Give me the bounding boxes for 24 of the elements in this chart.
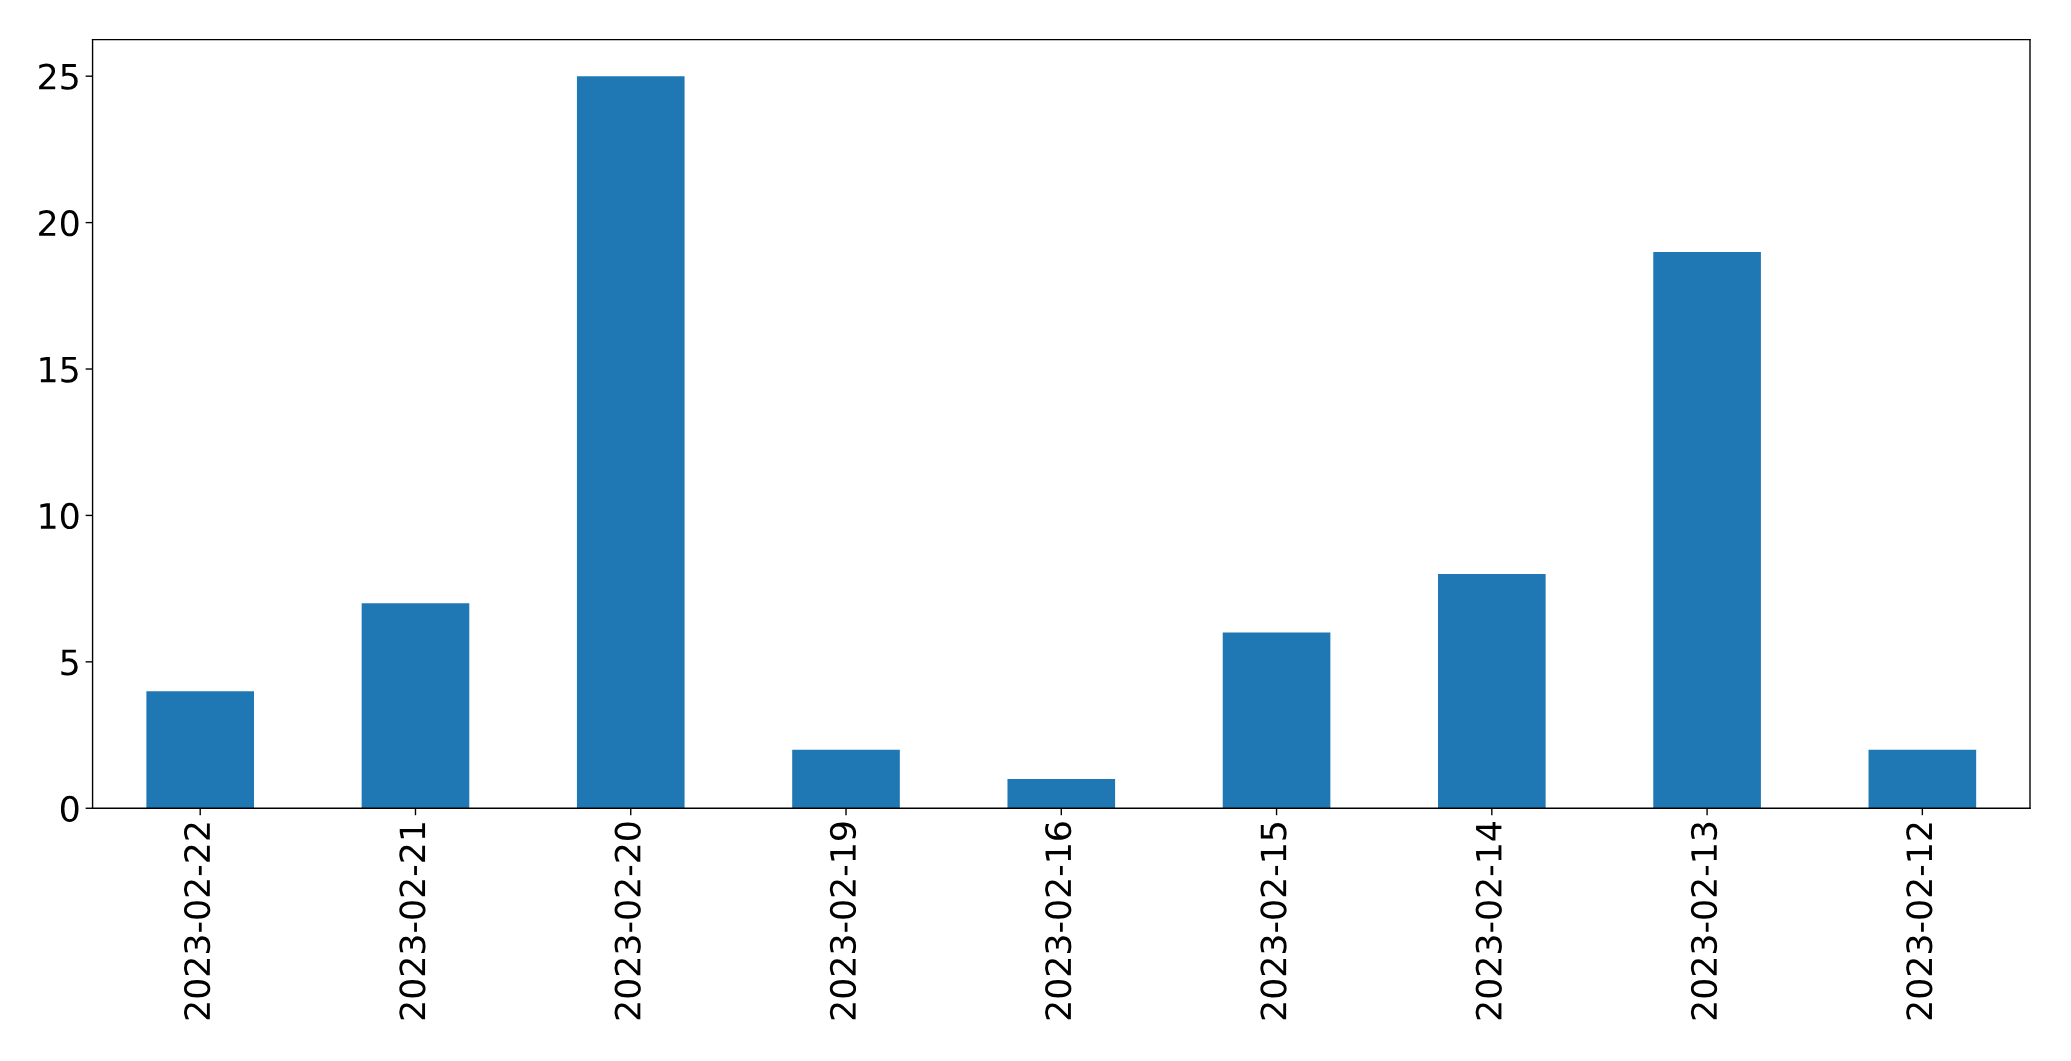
bar (1653, 251, 1761, 809)
y-tick-label: 0 (60, 795, 79, 822)
x-tick-label: 2023-02-13 (1690, 822, 1718, 1020)
y-tick-label: 15 (40, 356, 78, 383)
bar (1438, 574, 1546, 809)
y-tick-label: 20 (39, 210, 79, 237)
x-tick-label: 2023-02-14 (1475, 822, 1502, 1020)
y-tick-label: 25 (39, 63, 78, 90)
x-tick-label: 2023-02-15 (1260, 823, 1287, 1020)
bar (1222, 632, 1331, 809)
bar (792, 749, 900, 809)
x-tick-label: 2023-02-19 (829, 822, 857, 1020)
bar (361, 603, 470, 809)
x-tick-label: 2023-02-20 (614, 822, 641, 1020)
y-tick-label: 5 (61, 649, 78, 676)
y-tick-label: 10 (40, 502, 79, 530)
x-tick-label: 2023-02-12 (1906, 823, 1933, 1020)
x-tick-label: 2023-02-16 (1045, 822, 1072, 1020)
bar (576, 76, 685, 809)
bar (1868, 749, 1977, 809)
x-tick-label: 2023-02-22 (184, 823, 211, 1020)
bar (146, 691, 255, 809)
x-tick-label: 2023-02-21 (399, 823, 426, 1020)
bar (1007, 778, 1116, 809)
